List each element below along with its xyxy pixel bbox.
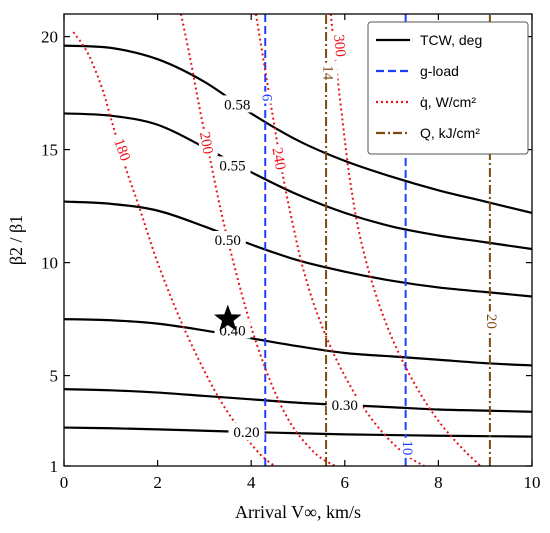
plot-lines — [64, 14, 532, 466]
x-axis-label: Arrival V∞, km/s — [235, 502, 361, 522]
legend-label: q̇, W/cm² — [420, 94, 476, 110]
contour-label-10: 10 — [399, 437, 417, 458]
contour-label-text: 0.50 — [215, 233, 241, 249]
contour-label-bg — [330, 30, 351, 61]
contour-label-bg — [320, 62, 338, 83]
contour-label-20: 20 — [483, 311, 502, 332]
y-tick-label: 1 — [50, 457, 59, 476]
series-tcw-0_40 — [64, 318, 532, 367]
legend-label: g-load — [420, 63, 459, 79]
legend-label: TCW, deg — [420, 32, 482, 48]
x-tick-label: 8 — [434, 473, 443, 492]
contour-label-0_58: 0.58 — [219, 95, 256, 113]
contour-label-180: 180 — [110, 133, 136, 166]
contour-label-300: 300 — [330, 30, 351, 61]
contour-label-text: 20 — [483, 314, 499, 329]
legend-label: Q, kJ/cm² — [420, 125, 480, 141]
plot-labels: 0.58 0.55 0.50 0.40 0.30 0.20 6 10 180 200 240 300 1… — [110, 30, 502, 458]
contour-label-0_50: 0.50 — [209, 231, 246, 249]
contour-label-text: 0.20 — [233, 425, 259, 441]
contour-label-bg — [214, 156, 251, 174]
contour-label-bg — [209, 231, 246, 248]
contour-label-bg — [400, 437, 417, 458]
series-tcw-0_50 — [64, 200, 532, 298]
contour-label-text: 0.58 — [224, 97, 250, 113]
contour-label-0_30: 0.30 — [326, 396, 363, 414]
contour-label-text: 10 — [399, 440, 415, 455]
contour-label-bg — [219, 95, 256, 113]
contour-label-text: 180 — [110, 137, 133, 164]
contour-label-text: 240 — [268, 146, 288, 171]
y-axis-label: β2 / β1 — [6, 215, 26, 265]
contour-label-text: 6 — [259, 94, 275, 102]
contour-label-bg — [268, 143, 291, 174]
series-tcw-0_58 — [64, 44, 532, 214]
x-tick-label: 10 — [524, 473, 541, 492]
legend-box — [367, 21, 529, 155]
contour-label-bg — [259, 91, 277, 104]
y-tick-label: 15 — [41, 141, 58, 160]
contour-label-text: 0.40 — [219, 323, 245, 339]
contour-label-6: 6 — [259, 91, 277, 104]
series-tcw-0_55 — [64, 112, 532, 251]
contour-label-240: 240 — [268, 143, 291, 174]
contour-label-text: 0.30 — [332, 398, 358, 414]
y-tick-label: 10 — [41, 254, 58, 273]
contour-label-text: 0.55 — [219, 158, 245, 174]
contour-label-text: 200 — [196, 131, 216, 156]
contour-label-text: 300 — [330, 34, 348, 58]
contour-label-bg — [484, 311, 502, 332]
y-tick-label: 20 — [41, 28, 58, 47]
contour-label-bg — [326, 396, 363, 413]
contour-label-14: 14 — [319, 62, 338, 83]
contour-label-bg — [228, 423, 265, 441]
contour-label-200: 200 — [196, 127, 218, 158]
x-tick-label: 2 — [153, 473, 162, 492]
legend: TCW, deg g-load q̇, W/cm² Q, kJ/cm² — [367, 21, 529, 155]
x-tick-label: 6 — [341, 473, 350, 492]
series-tcw-0_20 — [64, 426, 532, 438]
contour-label-0_20: 0.20 — [228, 423, 265, 441]
plot-frame — [63, 13, 533, 467]
series-heat-rate-240 — [254, 14, 425, 466]
contour-label-bg — [110, 133, 136, 166]
contour-label-0_55: 0.55 — [214, 156, 251, 174]
x-tick-label: 4 — [247, 473, 256, 492]
y-tick-label: 5 — [50, 367, 59, 386]
contour-label-bg — [196, 127, 218, 158]
star-marker — [214, 304, 242, 331]
contour-label-text: 14 — [319, 65, 335, 81]
series-tcw-0_30 — [64, 388, 532, 413]
x-tick-label: 0 — [60, 473, 69, 492]
